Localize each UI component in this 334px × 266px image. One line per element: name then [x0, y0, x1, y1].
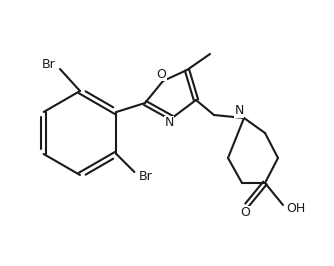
Text: N: N	[234, 105, 244, 118]
Text: O: O	[156, 68, 166, 81]
Text: O: O	[240, 206, 250, 219]
Text: OH: OH	[286, 202, 306, 214]
Text: Br: Br	[42, 57, 56, 70]
Text: Br: Br	[139, 171, 152, 184]
Text: N: N	[164, 117, 174, 130]
